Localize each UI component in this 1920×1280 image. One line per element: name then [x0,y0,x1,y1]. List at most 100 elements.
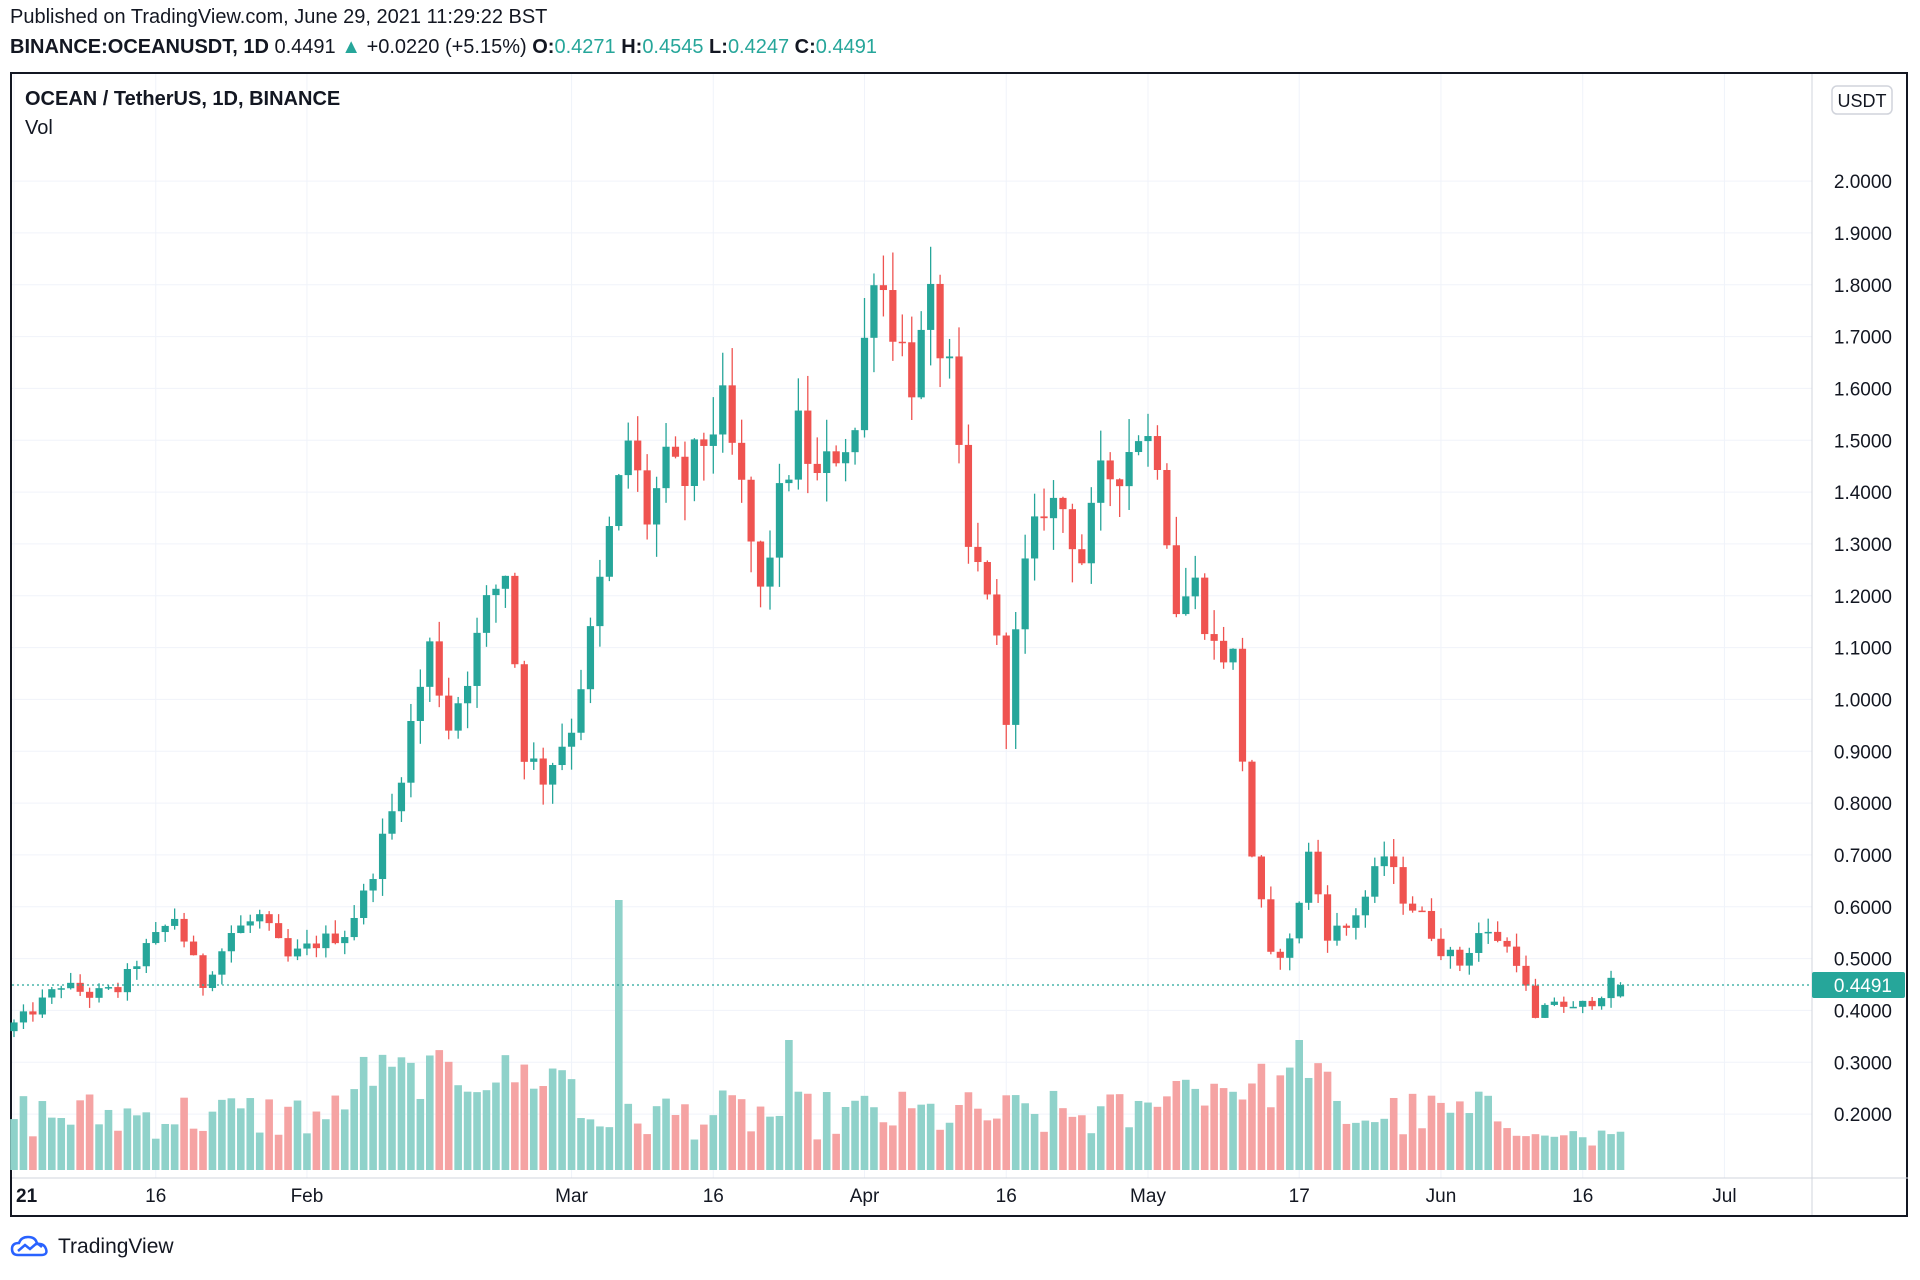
y-tick-label: 0.9000 [1834,742,1892,763]
last-price-label: 0.4491 [1834,976,1892,997]
candle-body [1380,856,1388,867]
y-tick-label: 0.4000 [1834,1001,1892,1022]
candle-body [1078,549,1086,564]
x-tick-label: 17 [1289,1186,1310,1207]
candle-body [766,557,774,587]
volume-bar [1285,1067,1294,1170]
candle-body [738,442,746,480]
volume-bar [586,1119,595,1170]
volume-bar [1153,1106,1162,1170]
volume-bar [482,1090,491,1170]
candle-body [1361,896,1369,916]
volume-bar [1125,1127,1133,1170]
candle-body [114,987,122,993]
candle-body [473,632,481,686]
candle-body [275,923,283,939]
volume-bar [85,1094,94,1170]
symbol-summary: BINANCE:OCEANUSDT, 1D 0.4491 ▲ +0.0220 (… [10,36,877,59]
candle-body [860,337,869,431]
volume-bar [189,1128,198,1170]
candle-body [246,921,254,926]
candle-body [416,686,424,721]
volume-bar [681,1104,689,1170]
candle-body [86,991,94,998]
volume-bar [227,1098,236,1170]
candle-body [775,483,784,558]
volume-bar [511,1082,519,1170]
volume-bar [1295,1040,1303,1170]
open-value: 0.4271 [554,36,616,58]
volume-bar [1550,1136,1559,1170]
candle-body [227,933,235,952]
x-tick-label: 16 [703,1186,724,1207]
candle-body [501,575,509,589]
tradingview-logo[interactable]: TradingView [10,1235,174,1259]
candle-body [1616,984,1625,997]
volume-bar [917,1104,925,1170]
candle-body [445,695,453,731]
candle-body [927,283,935,330]
candle-body [1191,577,1199,597]
published-line: Published on TradingView.com, June 29, 2… [10,6,548,28]
candle-body [1409,903,1417,911]
candle-body [917,329,925,398]
volume-bar [1106,1094,1114,1170]
candle-body [133,966,141,969]
volume-bar [898,1091,907,1170]
low-value: 0.4247 [727,36,790,58]
legend-volume: Vol [25,117,53,139]
candle-body [558,746,566,766]
candle-body [1323,894,1332,941]
candle-body [1153,436,1162,470]
candle-body [1390,856,1398,868]
volume-bar [1522,1136,1530,1170]
volume-bar [974,1108,982,1170]
candle-body [586,626,595,690]
last-price-tag [1812,971,1905,998]
volume-bar [709,1115,718,1170]
candle-body [1040,516,1048,519]
y-tick-label: 1.1000 [1834,639,1892,660]
candle-body [785,479,793,484]
volume-bar [340,1109,349,1170]
candle-body [511,575,519,665]
candle-body [993,594,1001,636]
volume-bar [1049,1090,1058,1170]
candle-body [936,283,944,359]
candle-body [539,758,547,785]
volume-bar [1323,1071,1332,1170]
volume-bar [331,1095,340,1170]
cloud-logo-icon [10,1235,48,1257]
candle-body [1049,497,1058,519]
chart-frame[interactable] [10,72,1908,1217]
candle-body [1475,933,1483,953]
candle-body [728,385,736,443]
candle-body [898,341,906,344]
x-tick-label: Feb [291,1186,324,1207]
volume-bar [747,1131,755,1170]
candle-body [208,974,217,988]
x-tick-label: Apr [850,1186,880,1207]
volume-bar [851,1100,859,1170]
volume-bar [303,1133,311,1170]
volume-bar [1493,1121,1502,1170]
candle-body [908,342,916,398]
volume-bar [615,900,623,1170]
volume-bar [473,1092,481,1170]
candle-body [1295,902,1303,939]
volume-bar [1503,1128,1511,1170]
candle-body [974,546,982,563]
volume-bar [1021,1103,1029,1170]
x-tick-label: Jul [1712,1186,1736,1207]
volume-bar [454,1085,462,1170]
y-tick-label: 1.9000 [1834,224,1892,245]
volume-bar [1304,1077,1313,1170]
candle-body [142,943,150,967]
candle-body [303,943,311,949]
volume-bar [397,1057,406,1170]
x-tick-label: Jun [1426,1186,1457,1207]
candle-body [152,932,160,944]
volume-bar [151,1138,160,1170]
candle-body [378,833,387,880]
